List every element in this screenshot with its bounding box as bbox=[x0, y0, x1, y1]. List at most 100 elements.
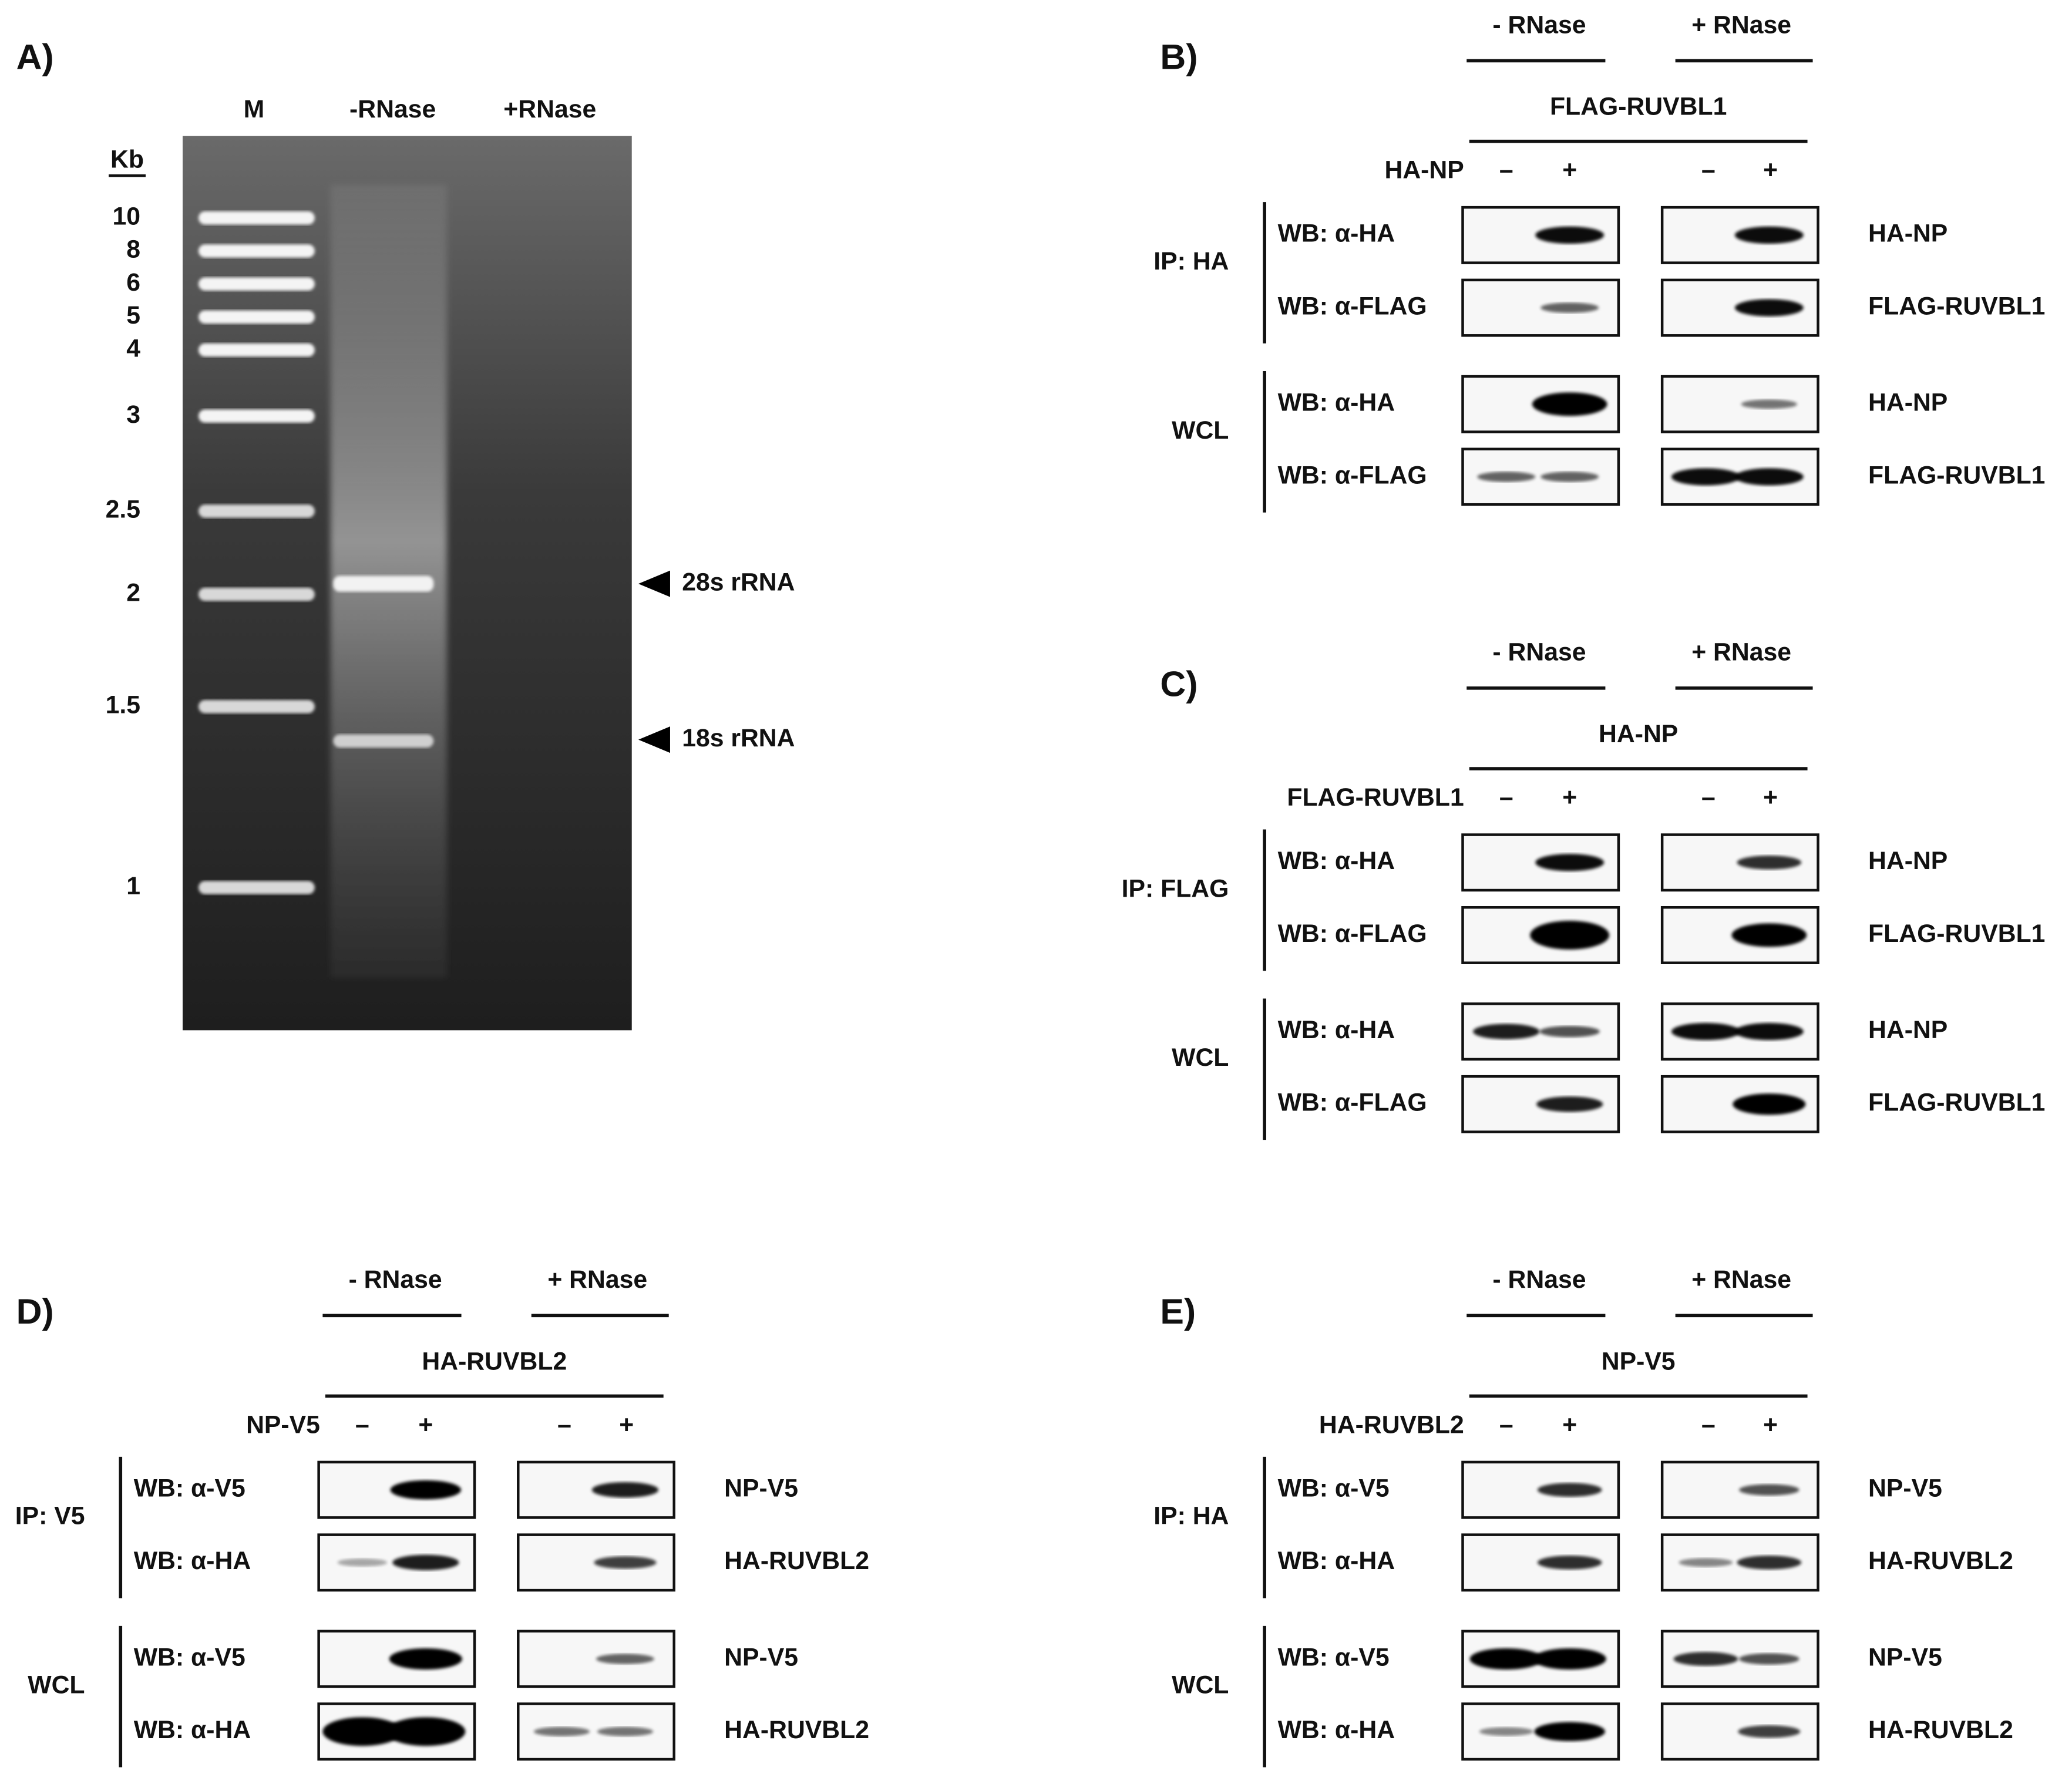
annotation: 18s rRNA bbox=[682, 724, 795, 752]
ladder-label: 5 bbox=[126, 301, 140, 329]
band bbox=[1532, 392, 1607, 416]
lane-label: M bbox=[244, 95, 265, 123]
band bbox=[1737, 855, 1802, 870]
panel-label: B) bbox=[1160, 36, 1198, 76]
band bbox=[1540, 472, 1599, 482]
band bbox=[1477, 472, 1536, 482]
rrna-band bbox=[333, 575, 434, 592]
band bbox=[1473, 1024, 1540, 1039]
ladder-label: 2.5 bbox=[106, 496, 140, 524]
rrna-band bbox=[333, 734, 434, 748]
protein-label: HA-NP bbox=[1868, 389, 1947, 417]
group-label: WCL bbox=[1172, 1043, 1229, 1072]
band bbox=[1734, 468, 1804, 486]
band bbox=[1533, 1648, 1606, 1670]
sign: + bbox=[1763, 1410, 1778, 1439]
group-label: IP: HA bbox=[1153, 1502, 1229, 1530]
sign: + bbox=[619, 1410, 634, 1439]
group-label: IP: HA bbox=[1153, 247, 1229, 275]
antibody-label: WB: α-HA bbox=[134, 1716, 251, 1744]
ladder-label: 2 bbox=[126, 578, 140, 607]
band bbox=[1535, 854, 1605, 871]
sign: – bbox=[1499, 783, 1513, 812]
band bbox=[389, 1648, 462, 1670]
sign: – bbox=[1701, 156, 1716, 184]
lane-label: -RNase bbox=[349, 95, 436, 123]
band bbox=[1733, 1093, 1806, 1115]
condition-label: - RNase bbox=[349, 1265, 442, 1294]
protein-label: FLAG-RUVBL1 bbox=[1868, 920, 2045, 948]
ladder-band bbox=[198, 343, 315, 357]
band bbox=[1540, 302, 1599, 313]
protein-label: NP-V5 bbox=[724, 1474, 798, 1502]
band bbox=[1536, 1096, 1603, 1112]
band bbox=[390, 1480, 462, 1500]
ladder-label: 10 bbox=[112, 202, 140, 230]
band bbox=[1737, 1556, 1802, 1570]
construct-label: HA-RUVBL2 bbox=[422, 1348, 567, 1376]
panel-label: D) bbox=[16, 1291, 54, 1331]
ladder-band bbox=[198, 211, 315, 225]
protein-label: HA-RUVBL2 bbox=[724, 1547, 869, 1575]
ladder-band bbox=[198, 587, 315, 601]
antibody-label: WB: α-HA bbox=[1278, 1547, 1395, 1575]
band bbox=[1734, 226, 1804, 244]
ladder-band bbox=[198, 244, 315, 258]
antibody-label: WB: α-HA bbox=[1278, 1716, 1395, 1744]
sign: – bbox=[355, 1410, 369, 1439]
variable-label: HA-RUVBL2 bbox=[1319, 1410, 1464, 1439]
panel-label: A) bbox=[16, 36, 54, 76]
variable-label: NP-V5 bbox=[246, 1410, 320, 1439]
antibody-label: WB: α-HA bbox=[1278, 220, 1395, 248]
band bbox=[1679, 1558, 1733, 1567]
arrow bbox=[638, 726, 670, 753]
band bbox=[337, 1558, 388, 1567]
band bbox=[1537, 1483, 1602, 1497]
condition-label: + RNase bbox=[1691, 11, 1791, 39]
ladder-band bbox=[198, 700, 315, 713]
antibody-label: WB: α-V5 bbox=[134, 1474, 245, 1502]
panel-label: C) bbox=[1160, 664, 1198, 704]
antibody-label: WB: α-FLAG bbox=[1278, 920, 1427, 948]
band bbox=[1741, 399, 1798, 409]
ladder-band bbox=[198, 881, 315, 894]
band bbox=[1539, 1026, 1600, 1038]
annotation: 28s rRNA bbox=[682, 568, 795, 596]
band bbox=[1738, 1725, 1801, 1738]
condition-label: + RNase bbox=[1691, 1265, 1791, 1294]
variable-label: HA-NP bbox=[1384, 156, 1464, 184]
band bbox=[533, 1726, 590, 1736]
sign: – bbox=[1701, 783, 1716, 812]
band bbox=[1739, 1484, 1799, 1496]
band bbox=[392, 1554, 459, 1571]
antibody-label: WB: α-FLAG bbox=[1278, 292, 1427, 320]
band bbox=[1671, 468, 1740, 486]
band bbox=[1671, 1023, 1740, 1041]
group-label: IP: FLAG bbox=[1122, 874, 1229, 903]
protein-label: HA-RUVBL2 bbox=[1868, 1716, 2013, 1744]
ladder-band bbox=[198, 277, 315, 291]
protein-label: HA-NP bbox=[1868, 220, 1947, 248]
antibody-label: WB: α-FLAG bbox=[1278, 461, 1427, 489]
sign: + bbox=[1562, 783, 1577, 812]
antibody-label: WB: α-V5 bbox=[1278, 1643, 1390, 1671]
band bbox=[1530, 921, 1610, 950]
ladder-band bbox=[198, 409, 315, 423]
antibody-label: WB: α-HA bbox=[1278, 1016, 1395, 1044]
ladder-band bbox=[198, 504, 315, 518]
ladder-label: 3 bbox=[126, 400, 140, 429]
band bbox=[594, 1556, 657, 1569]
construct-label: NP-V5 bbox=[1602, 1348, 1676, 1376]
band bbox=[1731, 923, 1807, 947]
group-label: WCL bbox=[28, 1671, 85, 1699]
protein-label: HA-NP bbox=[1868, 847, 1947, 875]
group-label: IP: V5 bbox=[15, 1502, 85, 1530]
sign: – bbox=[557, 1410, 571, 1439]
band bbox=[1739, 1653, 1799, 1665]
sign: + bbox=[1763, 783, 1778, 812]
protein-label: FLAG-RUVBL1 bbox=[1868, 292, 2045, 320]
sign: – bbox=[1499, 1410, 1513, 1439]
construct-label: FLAG-RUVBL1 bbox=[1550, 93, 1727, 121]
protein-label: NP-V5 bbox=[1868, 1474, 1942, 1502]
